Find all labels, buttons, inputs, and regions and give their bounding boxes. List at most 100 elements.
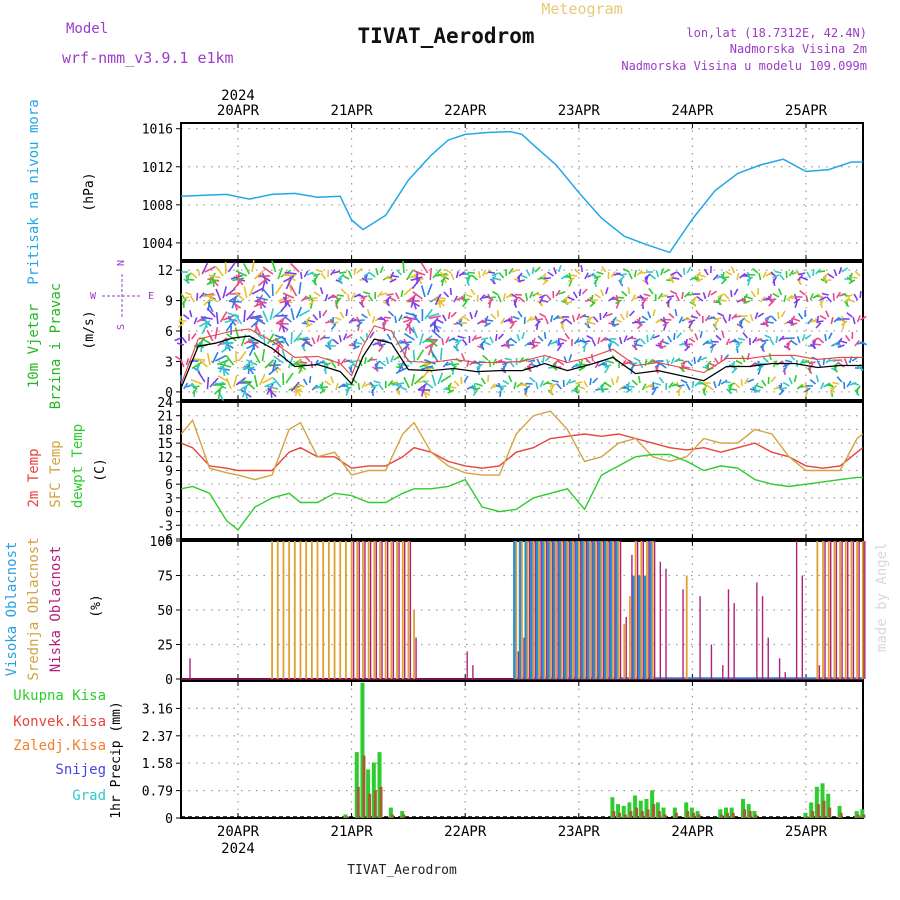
- wind-barb: [413, 269, 426, 276]
- wind-barb: [424, 358, 436, 365]
- wind-barb: [367, 294, 374, 302]
- wind-barb: [281, 335, 290, 347]
- wind-barb: [745, 295, 753, 300]
- y-tick-label: 6: [165, 325, 173, 340]
- precip-panel: 0 0.79 1.58 2.37 3.16: [142, 680, 864, 827]
- wind-barb: [576, 313, 581, 321]
- y-tick-label: 1.58: [142, 757, 173, 772]
- wind-barb: [461, 339, 468, 346]
- wind-barb: [542, 279, 549, 286]
- wind-barb: [274, 283, 284, 295]
- precip-conv-bar: [816, 804, 820, 818]
- wind-barb: [408, 272, 421, 279]
- precip-total-bar: [377, 752, 382, 818]
- precip-conv-bar: [612, 811, 616, 818]
- wind-barb: [808, 361, 816, 365]
- wind-barb: [816, 320, 824, 323]
- wind-barb: [521, 332, 526, 340]
- wind-barb: [502, 293, 507, 301]
- wind-barb: [502, 379, 510, 385]
- wind-barb: [390, 355, 395, 363]
- wind-barb: [538, 296, 544, 304]
- wind-barb: [466, 276, 471, 284]
- wind-barb: [594, 293, 602, 299]
- precip-conv-bar: [697, 814, 701, 818]
- wind-barb: [460, 353, 466, 361]
- wind-barb: [462, 298, 470, 302]
- wind-barb: [593, 277, 599, 285]
- wind-barb: [234, 313, 243, 325]
- wind-barb: [245, 359, 258, 366]
- wind-barb: [434, 293, 442, 306]
- wind-barb: [793, 375, 797, 383]
- precip-conv-bar: [368, 793, 372, 818]
- wind-barb: [262, 310, 269, 323]
- wind-barb: [322, 309, 328, 317]
- wind-barb: [710, 290, 718, 296]
- wind-barb: [387, 380, 394, 387]
- wind-barb: [342, 274, 350, 280]
- wind-barb: [575, 381, 583, 385]
- wind-barb: [518, 356, 525, 364]
- wind-barb: [618, 275, 625, 282]
- wind-barb: [185, 272, 193, 278]
- wind-barb: [660, 268, 665, 276]
- wind-barb: [541, 299, 549, 303]
- wind-barb: [419, 361, 432, 368]
- wind-barb: [343, 333, 348, 341]
- wind-barb: [253, 375, 259, 388]
- wind-barb: [200, 316, 213, 320]
- wind-barb: [678, 316, 684, 324]
- wind-barb: [183, 382, 189, 390]
- wind-barb: [450, 273, 455, 281]
- wind-barb: [476, 363, 484, 369]
- wind-barb: [294, 388, 302, 392]
- wind-barb: [759, 296, 766, 303]
- wind-barb: [232, 375, 238, 388]
- wind-barb: [591, 339, 597, 347]
- wind-barb: [378, 383, 384, 391]
- wind-barb: [762, 271, 767, 279]
- wind-barb: [658, 376, 665, 384]
- wind-barb: [472, 389, 479, 397]
- wind-barb: [605, 287, 609, 295]
- precip-conv-bar: [402, 814, 406, 818]
- y-tick-label: 0: [165, 386, 173, 401]
- wind-barb: [299, 361, 308, 364]
- wind-barb: [427, 343, 434, 356]
- wind-barb: [366, 309, 371, 317]
- wind-barb: [386, 333, 392, 341]
- y-tick-label: 6: [165, 478, 173, 493]
- wind-barb: [278, 318, 285, 331]
- wind-barb: [596, 271, 604, 275]
- wind-barb: [201, 262, 209, 275]
- wind-barb: [290, 262, 300, 273]
- y-tick-label: 15: [157, 437, 173, 452]
- wind-barb: [421, 365, 434, 371]
- wind-barb: [190, 378, 203, 385]
- wind-barb: [411, 278, 421, 290]
- wind-barb: [672, 277, 680, 280]
- wind-barb: [590, 299, 599, 302]
- wind-barb: [680, 379, 688, 384]
- wind-barb: [443, 291, 450, 298]
- wind-barb: [652, 381, 655, 390]
- wind-barb: [852, 382, 860, 386]
- wind-barb: [305, 341, 313, 347]
- wind-barb: [504, 357, 512, 361]
- wind-barb: [282, 296, 291, 308]
- wind-barb: [859, 315, 867, 321]
- wind-barb: [297, 383, 305, 388]
- wind-barb: [335, 299, 340, 307]
- precip-conv-bar: [635, 807, 639, 818]
- panel-frame: [180, 680, 864, 819]
- wind-barb: [633, 269, 637, 278]
- wind-barb: [840, 340, 848, 344]
- wind-barb: [386, 293, 394, 296]
- wind-barb: [498, 387, 505, 394]
- wind-barb: [531, 266, 535, 275]
- wind-barb: [334, 316, 342, 321]
- wind-barb: [742, 332, 749, 339]
- wind-barb: [809, 293, 814, 301]
